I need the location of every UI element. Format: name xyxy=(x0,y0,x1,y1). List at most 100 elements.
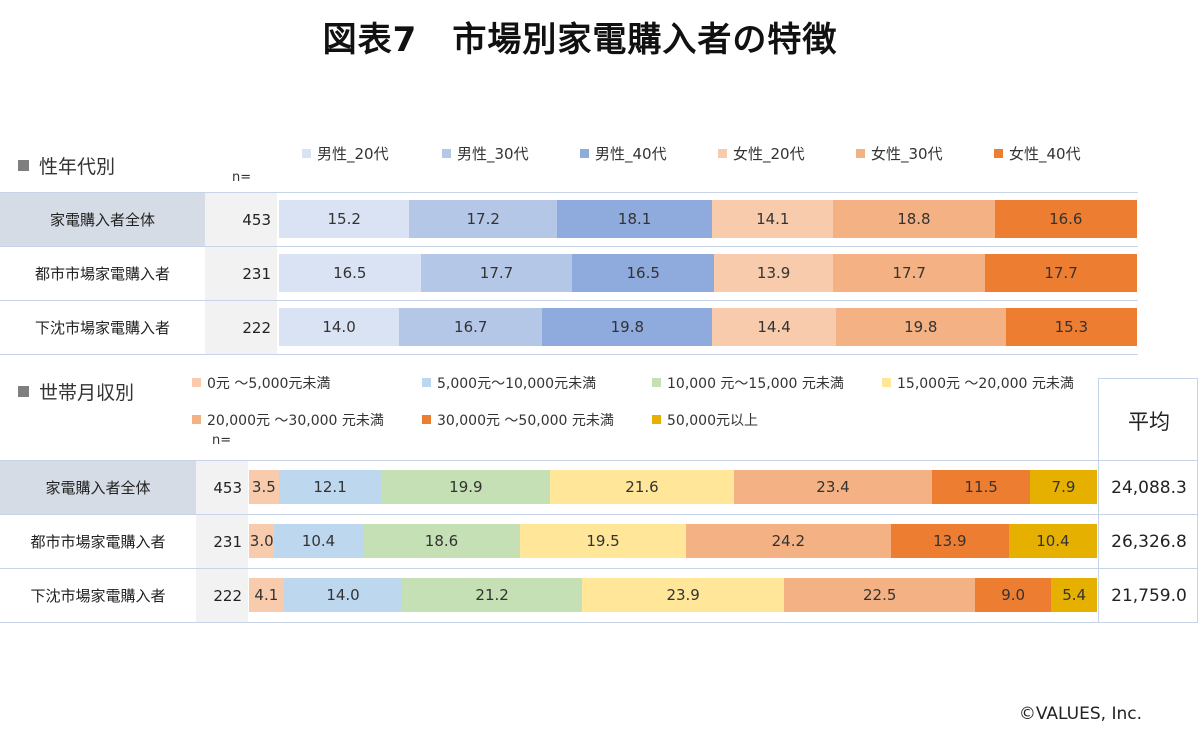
bar-segment: 16.5 xyxy=(279,254,421,292)
legend-item: 50,000元以上 xyxy=(652,410,758,430)
bar-segment: 16.7 xyxy=(399,308,543,346)
legend-label: 女性_20代 xyxy=(733,145,805,163)
bar-segment: 16.6 xyxy=(994,200,1137,238)
bar-segment: 10.4 xyxy=(1008,524,1097,558)
bar-segment: 4.1 xyxy=(249,578,284,612)
bar-segment: 14.0 xyxy=(279,308,400,346)
stacked-bar: 3.0 10.4 18.6 19.5 24.2 13.9 10.4 xyxy=(249,524,1097,558)
legend-swatch-icon xyxy=(192,378,201,387)
row-divider xyxy=(0,246,1138,247)
average-column-border xyxy=(1197,378,1198,622)
average-value: 24,088.3 xyxy=(1111,477,1187,498)
bar-segment: 7.9 xyxy=(1029,470,1097,504)
bar-segment: 19.8 xyxy=(542,308,713,346)
legend-label: 女性_30代 xyxy=(871,145,943,163)
legend-swatch-icon xyxy=(302,149,311,158)
legend-label: 女性_40代 xyxy=(1009,145,1081,163)
row-label: 下沈市場家電購入者 xyxy=(0,301,205,354)
row-divider xyxy=(0,622,1198,623)
bar-segment: 10.4 xyxy=(274,524,363,558)
row-n-value: 453 xyxy=(196,461,248,514)
bar-segment: 5.4 xyxy=(1051,578,1097,612)
legend-item: 男性_40代 xyxy=(580,143,667,164)
stacked-bar: 14.0 16.7 19.8 14.4 19.8 15.3 xyxy=(279,308,1137,346)
bar-segment: 17.7 xyxy=(833,254,986,292)
row-n-value: 222 xyxy=(205,301,277,354)
row-divider xyxy=(0,192,1138,193)
bar-segment: 21.6 xyxy=(550,470,734,504)
legend-item: 30,000元 ～50,000 元未満 xyxy=(422,410,614,430)
legend-item: 15,000元 ～20,000 元未満 xyxy=(882,373,1074,393)
bar-segment: 15.2 xyxy=(279,200,410,238)
legend-swatch-icon xyxy=(580,149,589,158)
legend-label: 15,000元 ～20,000 元未満 xyxy=(897,376,1074,392)
legend-swatch-icon xyxy=(442,149,451,158)
bar-segment: 13.9 xyxy=(714,254,834,292)
average-header: 平均 xyxy=(1128,410,1170,434)
bar-segment: 18.8 xyxy=(833,200,995,238)
legend-swatch-icon xyxy=(422,415,431,424)
bar-segment: 18.1 xyxy=(556,200,713,238)
legend-swatch-icon xyxy=(882,378,891,387)
bar-segment: 12.1 xyxy=(278,470,382,504)
legend-item: 女性_30代 xyxy=(856,143,943,164)
legend-item: 女性_40代 xyxy=(994,143,1081,164)
row-label: 都市市場家電購入者 xyxy=(0,515,196,568)
section-label-income: 世帯月収別 xyxy=(18,378,134,405)
bar-segment: 23.4 xyxy=(733,470,933,504)
stacked-bar: 3.5 12.1 19.9 21.6 23.4 11.5 7.9 xyxy=(249,470,1097,504)
bar-segment: 13.9 xyxy=(890,524,1009,558)
row-label: 家電購入者全体 xyxy=(0,461,196,514)
bar-segment: 17.2 xyxy=(409,200,557,238)
stacked-bar: 16.5 17.7 16.5 13.9 17.7 17.7 xyxy=(279,254,1137,292)
bar-segment: 19.9 xyxy=(381,470,551,504)
row-divider xyxy=(0,300,1138,301)
average-value: 26,326.8 xyxy=(1111,531,1187,552)
legend-item: 女性_20代 xyxy=(718,143,805,164)
bar-segment: 16.5 xyxy=(572,254,714,292)
legend-item: 0元 ～5,000元未満 xyxy=(192,373,330,393)
bar-segment: 14.0 xyxy=(283,578,403,612)
stacked-bar: 15.2 17.2 18.1 14.1 18.8 16.6 xyxy=(279,200,1137,238)
row-n-value: 231 xyxy=(196,515,248,568)
legend-label: 0元 ～5,000元未満 xyxy=(207,376,331,392)
page-title: 図表7 市場別家電購入者の特徴 xyxy=(322,20,838,60)
bar-segment: 17.7 xyxy=(985,254,1137,292)
bar-segment: 15.3 xyxy=(1005,308,1137,346)
bar-segment: 19.5 xyxy=(520,524,686,558)
legend-label: 5,000元～10,000元未満 xyxy=(437,376,597,392)
row-n-value: 231 xyxy=(205,247,277,300)
n-label: n= xyxy=(232,170,252,185)
row-label: 下沈市場家電購入者 xyxy=(0,569,196,622)
bar-segment: 3.0 xyxy=(249,524,275,558)
bar-segment: 24.2 xyxy=(685,524,891,558)
section-label-age-gender: 性年代別 xyxy=(18,152,115,179)
section-bullet-icon xyxy=(18,386,29,397)
bar-segment: 14.1 xyxy=(712,200,834,238)
legend-item: 20,000元 ～30,000 元未満 xyxy=(192,410,384,430)
copyright: ©VALUES, Inc. xyxy=(1018,704,1142,724)
stacked-bar: 4.1 14.0 21.2 23.9 22.5 9.0 5.4 xyxy=(249,578,1097,612)
row-divider xyxy=(0,568,1198,569)
legend-swatch-icon xyxy=(652,415,661,424)
legend-label: 男性_20代 xyxy=(317,145,389,163)
legend-swatch-icon xyxy=(718,149,727,158)
legend-item: 10,000 元～15,000 元未満 xyxy=(652,373,844,393)
legend-label: 男性_40代 xyxy=(595,145,667,163)
legend-swatch-icon xyxy=(652,378,661,387)
legend-item: 5,000元～10,000元未満 xyxy=(422,373,596,393)
bar-segment: 19.8 xyxy=(835,308,1006,346)
bar-segment: 3.5 xyxy=(249,470,279,504)
average-column-border xyxy=(1098,378,1099,622)
legend-label: 20,000元 ～30,000 元未満 xyxy=(207,413,384,429)
average-column-border xyxy=(1098,378,1198,379)
bar-segment: 17.7 xyxy=(420,254,573,292)
legend-label: 50,000元以上 xyxy=(667,413,758,429)
row-divider xyxy=(0,514,1198,515)
bar-segment: 18.6 xyxy=(362,524,521,558)
row-divider xyxy=(0,460,1198,461)
row-label: 家電購入者全体 xyxy=(0,193,205,246)
legend-item: 男性_20代 xyxy=(302,143,389,164)
row-n-value: 222 xyxy=(196,569,248,622)
legend-label: 男性_30代 xyxy=(457,145,529,163)
